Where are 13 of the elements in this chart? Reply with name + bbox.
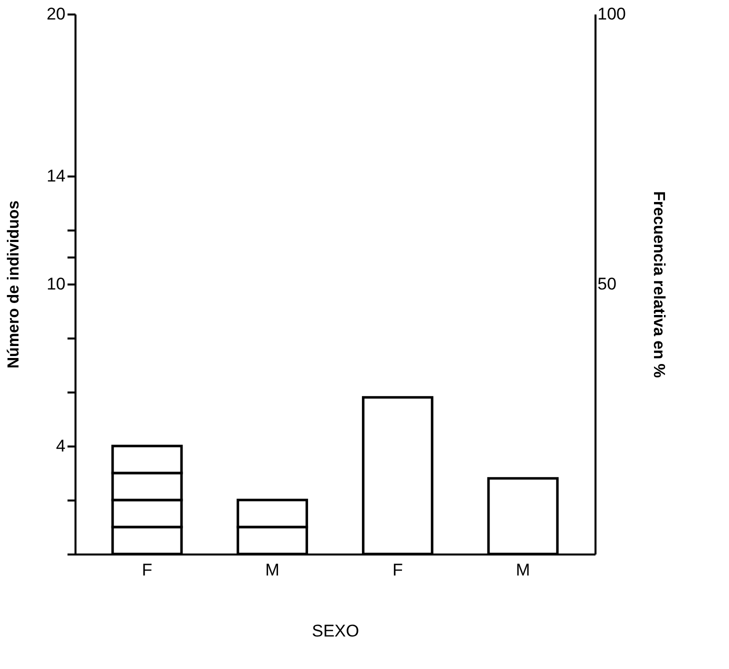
y-tick-label: 10: [46, 274, 66, 294]
y-tick-label: 20: [46, 4, 66, 24]
y2-axis-title: Frecuencia relativa en %: [650, 191, 667, 378]
y-tick-label: 4: [56, 436, 66, 456]
y2-tick-label: 100: [598, 4, 626, 24]
x-tick-label: M: [265, 560, 280, 580]
x-tick-label: M: [516, 560, 530, 580]
x-tick-label: F: [142, 560, 152, 580]
y2-tick-label: 50: [598, 274, 616, 294]
x-tick-label: F: [392, 560, 403, 580]
y-axis-title: Número de individuos: [6, 200, 23, 369]
y-tick-label: 14: [46, 166, 66, 186]
x-axis-title: SEXO: [312, 622, 360, 640]
